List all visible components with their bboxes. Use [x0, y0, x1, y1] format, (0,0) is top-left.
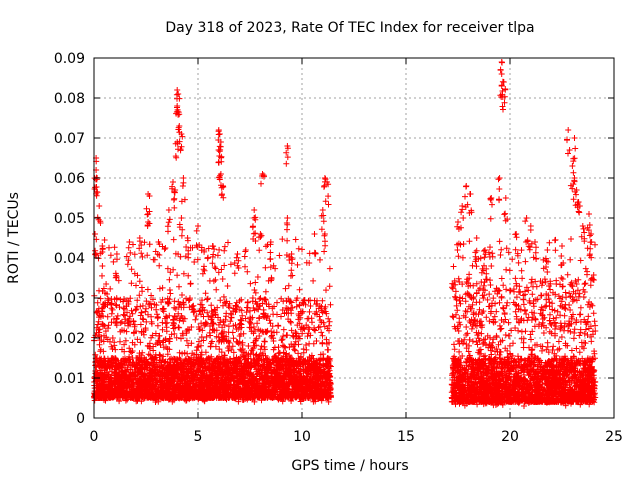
x-tick-label: 25: [605, 429, 623, 445]
data-points: [91, 59, 599, 409]
axes: 0 0.01 0.02 0.03 0.04 0.05 0.06 0.07 0.08 0.09 0 5 1…: [54, 51, 623, 445]
roti-points: [91, 59, 599, 409]
chart-title: Day 318 of 2023, Rate Of TEC Index for r…: [165, 20, 534, 36]
y-tick-label: 0: [76, 411, 85, 427]
y-tick-label: 0.09: [54, 51, 85, 67]
y-tick-label: 0.06: [54, 171, 85, 187]
y-axis-label: ROTI / TECUs: [6, 192, 22, 284]
x-tick-label: 15: [397, 429, 415, 445]
y-tick-label: 0.03: [54, 291, 85, 307]
y-tick-label: 0.07: [54, 131, 85, 147]
x-tick-label: 10: [293, 429, 311, 445]
y-tick-label: 0.08: [54, 91, 85, 107]
y-tick-label: 0.04: [54, 251, 85, 267]
x-axis-label: GPS time / hours: [291, 458, 408, 474]
y-tick-label: 0.02: [54, 331, 85, 347]
x-tick-label: 5: [194, 429, 203, 445]
y-tick-label: 0.01: [54, 371, 85, 387]
x-tick-label: 20: [501, 429, 519, 445]
y-tick-label: 0.05: [54, 211, 85, 227]
x-tick-label: 0: [90, 429, 99, 445]
plot-frame: [93, 57, 615, 419]
